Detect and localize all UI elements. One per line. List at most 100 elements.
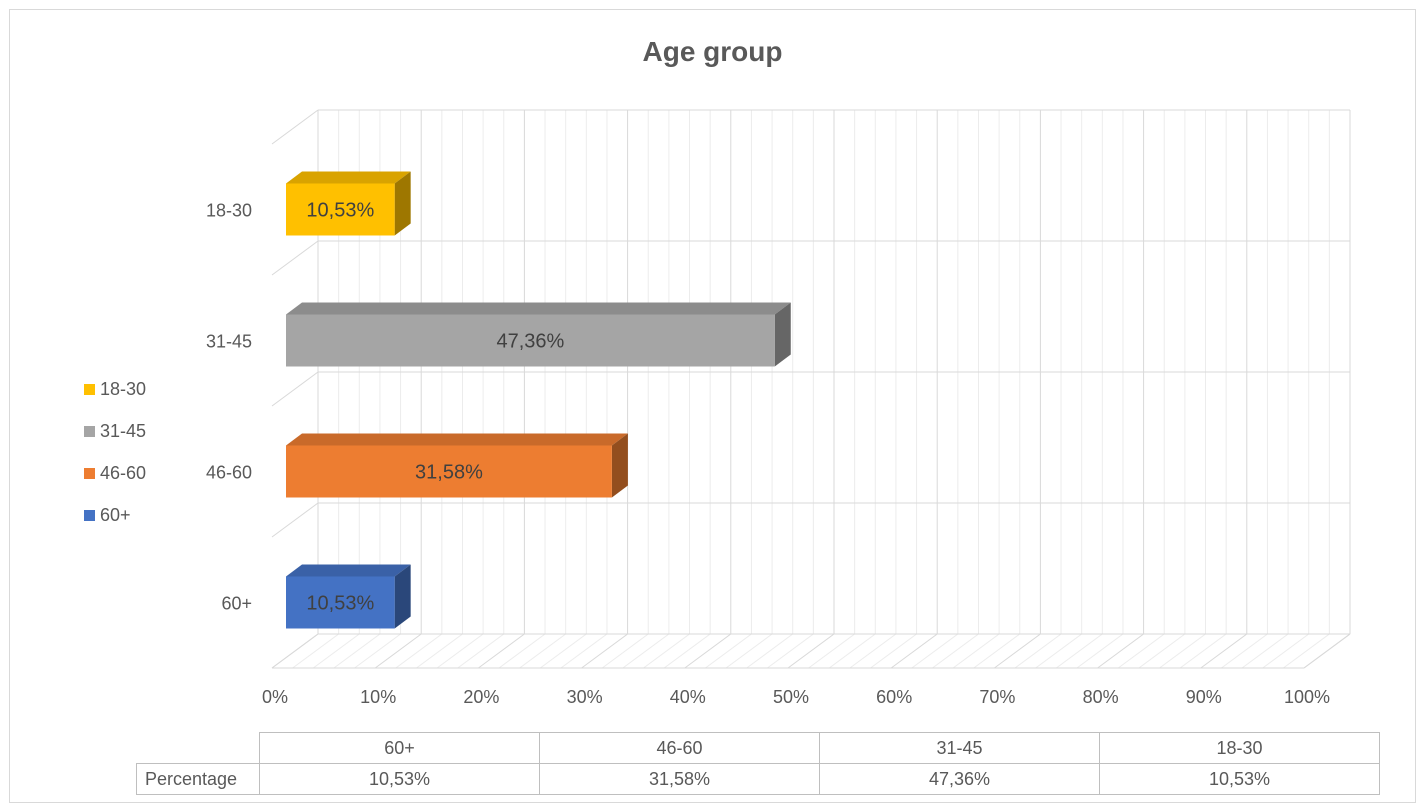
legend: 18-30 31-45 46-60 60+ [84, 368, 146, 536]
gridline [1159, 633, 1206, 669]
gridline [333, 633, 381, 669]
data-table-column-header: 46-60 [539, 732, 820, 764]
bar [286, 314, 775, 367]
gridline [973, 633, 1021, 669]
legend-label: 46-60 [100, 462, 147, 483]
gridline [292, 633, 339, 669]
legend-label: 31-45 [100, 420, 147, 441]
data-label: 10,53% [306, 593, 374, 615]
gridline [849, 633, 897, 669]
legend-swatch [84, 467, 95, 479]
gridline [1097, 633, 1144, 669]
bar-side [394, 171, 411, 236]
gridline [1283, 633, 1330, 669]
x-tick-label: 40% [670, 687, 706, 707]
gridline [312, 633, 360, 669]
bar [286, 576, 395, 629]
x-tick-label: 100% [1284, 687, 1330, 707]
legend-item: 18-30 [84, 368, 146, 410]
data-table-cell: 31,58% [539, 763, 820, 795]
gridline [890, 633, 938, 669]
gridline [478, 633, 525, 669]
legend-item: 46-60 [84, 452, 146, 494]
data-table-cell: 10,53% [1099, 763, 1380, 795]
data-table-header-row: 60+ 46-60 31-45 18-30 [137, 732, 1380, 764]
y-category-label: 46-60 [206, 463, 252, 483]
bar [286, 183, 395, 236]
gridline [1179, 633, 1227, 669]
gridline [354, 633, 401, 669]
gridline [725, 633, 773, 669]
x-tick-label: 80% [1083, 687, 1119, 707]
legend-label: 18-30 [100, 378, 147, 399]
bar-top [286, 433, 628, 446]
gridline [767, 633, 814, 669]
bar-side [611, 433, 628, 498]
data-table-column-header: 60+ [259, 732, 540, 764]
y-category-label: 60+ [221, 594, 252, 614]
gridline [271, 502, 319, 538]
gridline [271, 109, 319, 145]
gridline [1014, 633, 1062, 669]
gridline [436, 633, 484, 669]
gridline [952, 633, 1000, 669]
x-tick-label: 90% [1186, 687, 1222, 707]
gridline [1241, 633, 1289, 669]
x-tick-label: 20% [463, 687, 499, 707]
data-label: 47,36% [496, 331, 564, 353]
legend-item: 60+ [84, 494, 146, 536]
x-tick-label: 30% [567, 687, 603, 707]
legend-swatch [84, 383, 95, 395]
bar-top [286, 171, 411, 184]
gridline [932, 633, 979, 669]
data-table-row: Percentage 10,53% 31,58% 47,36% 10,53% [136, 763, 1380, 795]
gridline [601, 633, 649, 669]
gridline [643, 633, 690, 669]
data-table-corner [137, 733, 260, 764]
legend-item: 31-45 [84, 410, 146, 452]
gridline [1056, 633, 1103, 669]
data-table-row-header: Percentage [136, 763, 260, 795]
chart-title: Age group [642, 36, 783, 67]
gridline [746, 633, 794, 669]
bar-top [286, 564, 411, 577]
y-category-label: 31-45 [206, 332, 252, 352]
data-table-cell: 47,36% [819, 763, 1100, 795]
gridline [808, 633, 855, 669]
x-tick-label: 0% [262, 687, 288, 707]
legend-swatch [84, 509, 95, 521]
gridline [684, 633, 732, 669]
gridline [416, 633, 463, 669]
x-tick-label: 70% [979, 687, 1015, 707]
gridline [1262, 633, 1310, 669]
bar [286, 445, 612, 498]
gridline [560, 633, 608, 669]
x-tick-label: 50% [773, 687, 809, 707]
bar-side [394, 564, 411, 629]
gridline [1035, 633, 1082, 669]
gridline [519, 633, 566, 669]
gridline [271, 633, 319, 669]
gridline [663, 633, 711, 669]
data-label: 31,58% [415, 462, 483, 484]
data-table-column-header: 18-30 [1099, 732, 1380, 764]
gridline [540, 633, 587, 669]
gridline [1138, 633, 1186, 669]
data-label: 10,53% [306, 200, 374, 222]
gridline [271, 240, 319, 276]
gridline [622, 633, 670, 669]
gridline [457, 633, 505, 669]
gridline [994, 633, 1041, 669]
y-category-label: 18-30 [206, 201, 252, 221]
legend-label: 60+ [100, 504, 131, 525]
gridline [705, 633, 752, 669]
chart-area [9, 9, 1416, 803]
data-table-column-header: 31-45 [819, 732, 1100, 764]
gridline [1221, 633, 1268, 669]
bar-side [774, 302, 791, 367]
gridline [787, 633, 835, 669]
gridline [498, 633, 546, 669]
gridline [911, 633, 959, 669]
gridline [581, 633, 628, 669]
